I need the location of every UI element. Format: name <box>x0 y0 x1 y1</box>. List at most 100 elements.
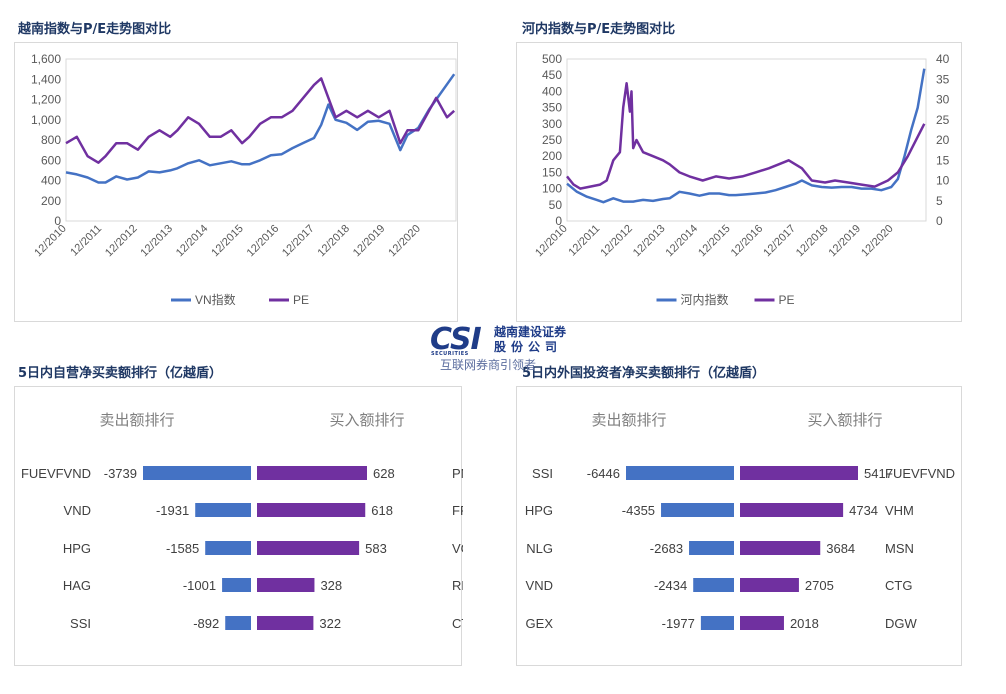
x-tick-label: 12/2010 <box>533 223 570 260</box>
sell-category-label: HAG <box>63 578 91 593</box>
y-right-tick-label: 20 <box>936 133 950 147</box>
x-tick-label: 12/2010 <box>32 223 69 260</box>
foreign-trade-chart: 卖出额排行 买入额排行 -6446 SSI -4355 HPG -2683 NLG -2434 V… <box>525 412 955 631</box>
buy-category-label: CTD <box>452 616 463 631</box>
y-left-tick-label: 300 <box>542 117 562 131</box>
sell-bar <box>700 616 734 630</box>
buy-bar <box>257 466 367 480</box>
sell-category-label: SSI <box>70 616 91 631</box>
sell-value-label: -1585 <box>166 541 199 556</box>
x-tick-label: 12/2018 <box>315 223 352 260</box>
sell-value-label: -1001 <box>183 578 216 593</box>
buy-bar <box>740 616 784 630</box>
sell-value-label: -2683 <box>650 541 683 556</box>
buy-value-label: 328 <box>320 578 342 593</box>
x-tick-label: 12/2013 <box>138 223 175 260</box>
sell-value-label: -1977 <box>662 616 695 631</box>
y-left-tick-label: 0 <box>54 214 61 228</box>
sell-bar <box>693 578 734 592</box>
y-right-tick-label: 30 <box>936 93 950 107</box>
foreign-trade-panel: 卖出额排行 买入额排行 -6446 SSI -4355 HPG -2683 NLG -2434 V… <box>516 386 962 666</box>
y-left-tick-label: 100 <box>542 182 562 196</box>
sell-bar <box>205 541 251 555</box>
x-tick-label: 12/2017 <box>761 223 798 260</box>
index-series-line <box>566 68 926 204</box>
buy-bar <box>257 503 366 517</box>
y-left-tick-label: 600 <box>41 153 61 167</box>
sell-category-label: VND <box>526 578 553 593</box>
csi-logo: CSI <box>430 322 482 357</box>
x-tick-label: 12/2017 <box>280 223 317 260</box>
buy-value-label: 2705 <box>805 578 834 593</box>
sell-category-label: SSI <box>532 466 553 481</box>
sell-bar <box>222 578 251 592</box>
sell-value-label: -6446 <box>587 466 620 481</box>
y-left-tick-label: 500 <box>542 52 562 66</box>
sell-header: 卖出额排行 <box>591 412 666 429</box>
y-left-tick-label: 250 <box>542 133 562 147</box>
y-right-tick-label: 10 <box>936 174 950 188</box>
y-right-tick-label: 40 <box>936 52 950 66</box>
y-left-tick-label: 200 <box>542 149 562 163</box>
legend-pe-label: PE <box>293 293 309 307</box>
buy-value-label: 583 <box>365 541 387 556</box>
sell-value-label: -892 <box>193 616 219 631</box>
sell-header: 卖出额排行 <box>99 412 174 429</box>
buy-category-label: VGC <box>452 541 463 556</box>
y-right-tick-label: 25 <box>936 113 950 127</box>
y-left-tick-label: 150 <box>542 165 562 179</box>
pe-series-line <box>65 77 456 164</box>
sell-category-label: GEX <box>526 616 554 631</box>
y-left-tick-label: 400 <box>41 174 61 188</box>
prop-trade-chart: 卖出额排行 买入额排行 -3739 FUEVFVND -1931 VND -1585 HPG -… <box>21 412 480 631</box>
csi-tagline: 互联网券商引领者 <box>440 358 537 372</box>
buy-category-label: DGW <box>885 616 918 631</box>
buy-header: 买入额排行 <box>807 412 882 429</box>
vn-chart-panel: 02004006008001,0001,2001,4001,6000510152… <box>14 42 480 322</box>
vn-index-pe-chart: 02004006008001,0001,2001,4001,6000510152… <box>31 52 480 307</box>
buy-category-label: FUEVFVND <box>885 466 955 481</box>
y-left-tick-label: 350 <box>542 101 562 115</box>
y-right-tick-label: 0 <box>936 214 943 228</box>
buy-value-label: 322 <box>319 616 341 631</box>
legend-index-label: VN指数 <box>195 292 236 307</box>
buy-bar <box>257 578 315 592</box>
hnx-index-pe-chart: 0 50 100 150 200 250 300 350 400 450 500 0 5 10 15 20 25… <box>533 52 950 307</box>
x-tick-label: 12/2019 <box>827 223 864 260</box>
y-left-tick-label: 400 <box>542 84 562 98</box>
buy-value-label: 618 <box>371 503 393 518</box>
x-tick-label: 12/2020 <box>859 223 896 260</box>
prop-trade-panel: 卖出额排行 买入额排行 -3739 FUEVFVND -1931 VND -1585 HPG -… <box>14 386 480 666</box>
y-left-tick-label: 1,600 <box>31 52 61 66</box>
buy-category-label: REE <box>452 578 463 593</box>
y-left-tick-label: 50 <box>549 198 563 212</box>
buy-bar <box>257 616 314 630</box>
hnx-chart-title: 河内指数与P/E走势图对比 <box>522 22 676 37</box>
sell-bar <box>225 616 251 630</box>
x-tick-label: 12/2014 <box>664 223 701 260</box>
buy-value-label: 3684 <box>826 541 855 556</box>
buy-category-label: PNJ <box>452 466 463 481</box>
buy-value-label: 5417 <box>864 466 893 481</box>
prop-trade-title: 5日内自营净买卖额排行（亿越盾） <box>18 366 223 381</box>
y-left-tick-label: 1,400 <box>31 72 61 86</box>
sell-value-label: -1931 <box>156 503 189 518</box>
y-left-tick-label: 800 <box>41 133 61 147</box>
plot-area <box>65 58 457 222</box>
sell-value-label: -4355 <box>622 503 655 518</box>
sell-category-label: VND <box>64 503 91 518</box>
csi-watermark: CSI SECURITIES 越南建设证券 股份公司 互联网券商引领者 <box>430 322 600 374</box>
sell-bar <box>689 541 734 555</box>
y-left-tick-label: 200 <box>41 194 61 208</box>
sell-category-label: HPG <box>525 503 553 518</box>
y-left-tick-label: 1,000 <box>31 113 61 127</box>
y-right-tick-label: 35 <box>936 72 950 86</box>
x-tick-label: 12/2011 <box>566 223 602 259</box>
pe-series-line <box>566 82 926 190</box>
index-series-line <box>65 73 456 184</box>
y-left-tick-label: 0 <box>555 214 562 228</box>
csi-logo-sub: SECURITIES <box>431 351 469 357</box>
x-tick-label: 12/2014 <box>174 223 211 260</box>
sell-value-label: -3739 <box>104 466 137 481</box>
sell-value-label: -2434 <box>654 578 687 593</box>
